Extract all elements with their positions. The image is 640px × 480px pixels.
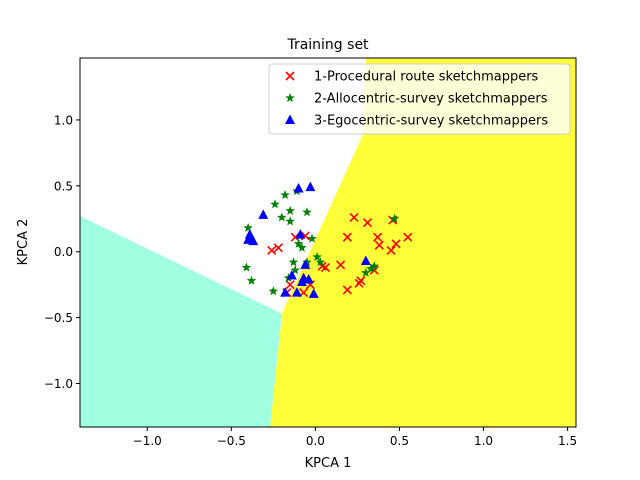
data-point-series-2 [307, 233, 317, 243]
legend-box [268, 63, 571, 135]
series-3-points [243, 181, 371, 298]
data-point-series-2 [241, 262, 252, 272]
data-point-series-3 [286, 269, 297, 280]
data-point-series-3 [280, 287, 291, 297]
scatter-points [241, 181, 413, 298]
data-point-series-3 [360, 255, 371, 265]
data-point-series-3 [305, 181, 316, 192]
chart-title: Training set [286, 37, 369, 53]
data-point-series-2 [268, 286, 279, 296]
legend-marker-series-3 [285, 114, 295, 124]
data-point-series-2 [361, 267, 371, 277]
legend: 1-Procedural route sketchmappers 2-Alloce… [268, 63, 571, 135]
data-point-series-3 [291, 287, 302, 297]
data-point-series-2 [246, 275, 257, 285]
data-point-series-3 [248, 235, 259, 246]
x-tick-label: 0.0 [306, 434, 325, 448]
data-point-series-2 [243, 223, 253, 233]
x-axis-label: KPCA 1 [305, 456, 352, 471]
data-point-series-1 [349, 212, 359, 223]
axis-ticks: −1.0 −0.5 0.0 0.5 1.0 1.5 −1.0 −0.5 0.0 0.5 1.0 [44, 113, 577, 448]
data-point-series-3 [308, 288, 319, 298]
data-point-series-3 [258, 209, 269, 219]
y-tick-label: 0.0 [54, 245, 73, 259]
data-point-series-1 [285, 280, 295, 290]
data-point-series-1 [356, 276, 366, 286]
data-point-series-2 [302, 207, 312, 217]
data-point-series-1 [373, 232, 383, 242]
data-point-series-1 [342, 285, 352, 295]
data-point-series-2 [285, 216, 295, 226]
series-2-points [241, 186, 400, 296]
data-point-series-1 [374, 240, 384, 250]
data-point-series-2 [302, 257, 312, 267]
decision-regions [80, 58, 576, 427]
data-point-series-3 [295, 229, 306, 239]
legend-label-series-3: 3-Egocentric-survey sketchmappers [314, 114, 548, 129]
data-point-series-2 [270, 199, 280, 209]
legend-marker-series-2 [285, 93, 295, 103]
decision-region-class-1 [269, 58, 576, 427]
x-tick-label: 0.5 [390, 434, 409, 448]
data-point-series-2 [280, 190, 290, 200]
data-point-series-1 [342, 232, 352, 242]
data-point-series-1 [386, 245, 396, 255]
decision-region-class-3 [80, 216, 282, 427]
y-tick-label: 0.5 [54, 179, 73, 193]
data-point-series-2 [288, 257, 299, 267]
data-point-series-2 [293, 238, 304, 248]
data-point-series-2 [389, 213, 400, 223]
y-axis-label: KPCA 2 [16, 219, 31, 266]
data-point-series-2 [369, 261, 379, 271]
legend-marker-series-1 [285, 71, 295, 81]
y-tick-label: −0.5 [44, 311, 73, 325]
x-tick-label: −0.5 [217, 434, 246, 448]
x-tick-label: −1.0 [133, 434, 162, 448]
plot-frame [79, 57, 577, 428]
x-tick-label: 1.0 [474, 434, 493, 448]
data-point-series-2 [277, 212, 287, 222]
data-point-series-3 [300, 259, 311, 269]
data-point-series-3 [293, 182, 304, 193]
data-point-series-2 [290, 265, 300, 275]
data-point-series-2 [315, 257, 326, 267]
data-point-series-1 [362, 218, 373, 228]
y-tick-label: 1.0 [54, 113, 73, 127]
data-point-series-2 [366, 263, 376, 273]
legend-label-series-1: 1-Procedural route sketchmappers [314, 70, 539, 85]
data-point-series-2 [297, 242, 307, 252]
y-tick-label: −1.0 [44, 377, 73, 391]
data-point-series-2 [312, 252, 322, 262]
data-point-series-3 [303, 273, 314, 284]
x-tick-label: 1.5 [558, 434, 577, 448]
data-point-series-1 [336, 260, 346, 270]
data-point-series-1 [267, 245, 277, 255]
data-point-series-1 [391, 239, 401, 249]
data-point-series-2 [285, 205, 295, 215]
data-point-series-1 [273, 243, 283, 253]
data-point-series-1 [403, 232, 413, 242]
legend-label-series-2: 2-Allocentric-survey sketchmappers [314, 92, 548, 107]
